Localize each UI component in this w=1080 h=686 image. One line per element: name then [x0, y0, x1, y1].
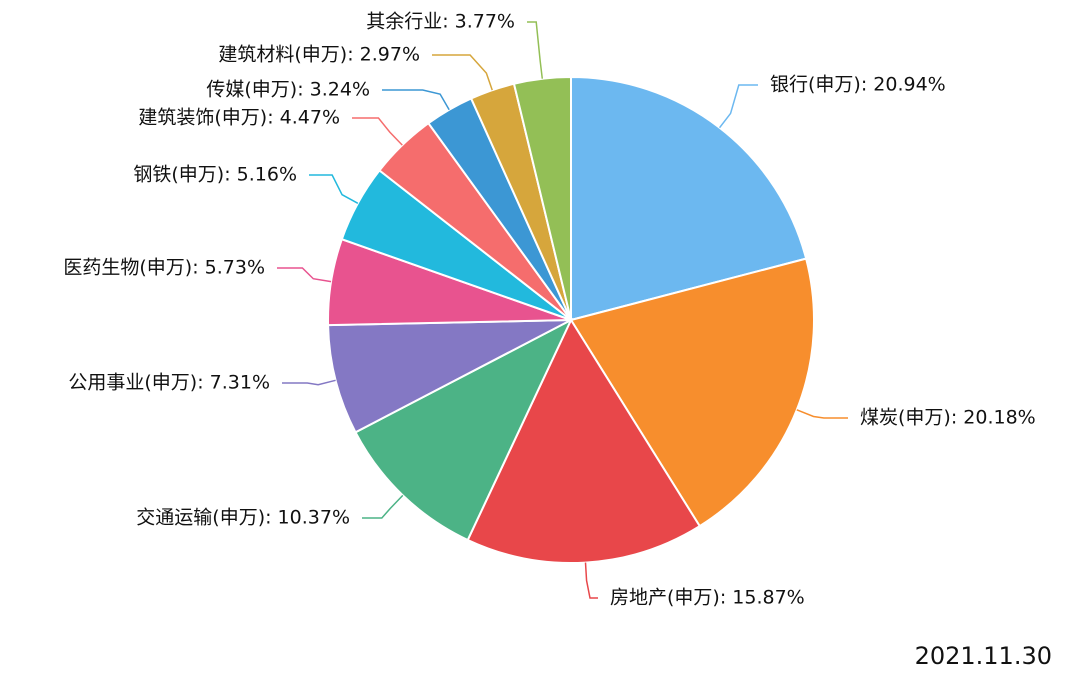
slice-label: 房地产(申万): 15.87%	[610, 587, 805, 609]
pie-slice	[327, 319, 572, 434]
slice-label: 建筑装饰(申万): 4.47%	[138, 107, 340, 129]
leader-line	[718, 84, 758, 129]
slice-label: 传媒(申万): 3.24%	[206, 79, 370, 101]
pie-slice	[512, 75, 572, 321]
leader-line	[584, 562, 598, 599]
slice-label: 建筑材料(申万): 2.97%	[218, 44, 420, 66]
slice-label: 银行(申万): 20.94%	[770, 74, 946, 96]
slice-label: 煤炭(申万): 20.18%	[860, 407, 1036, 429]
slice-label: 医药生物(申万): 5.73%	[63, 257, 265, 279]
slice-label: 公用事业(申万): 7.31%	[68, 372, 270, 394]
slice-label: 其余行业: 3.77%	[366, 11, 515, 33]
slice-label: 钢铁(申万): 5.16%	[133, 164, 297, 186]
leader-line	[432, 54, 493, 91]
pie-slice	[570, 75, 808, 322]
leader-line	[282, 379, 336, 386]
leader-line	[362, 494, 404, 519]
leader-line	[382, 89, 450, 111]
leader-line	[527, 21, 544, 79]
leader-line	[352, 117, 403, 146]
pie-slice	[466, 317, 702, 564]
date-annotation: 2021.11.30	[915, 642, 1052, 670]
pie-slice	[354, 317, 574, 542]
leader-line	[277, 267, 332, 283]
leader-line	[309, 174, 359, 204]
leader-line	[796, 409, 848, 419]
slice-label: 交通运输(申万): 10.37%	[136, 507, 350, 529]
pie-slice	[569, 257, 815, 528]
